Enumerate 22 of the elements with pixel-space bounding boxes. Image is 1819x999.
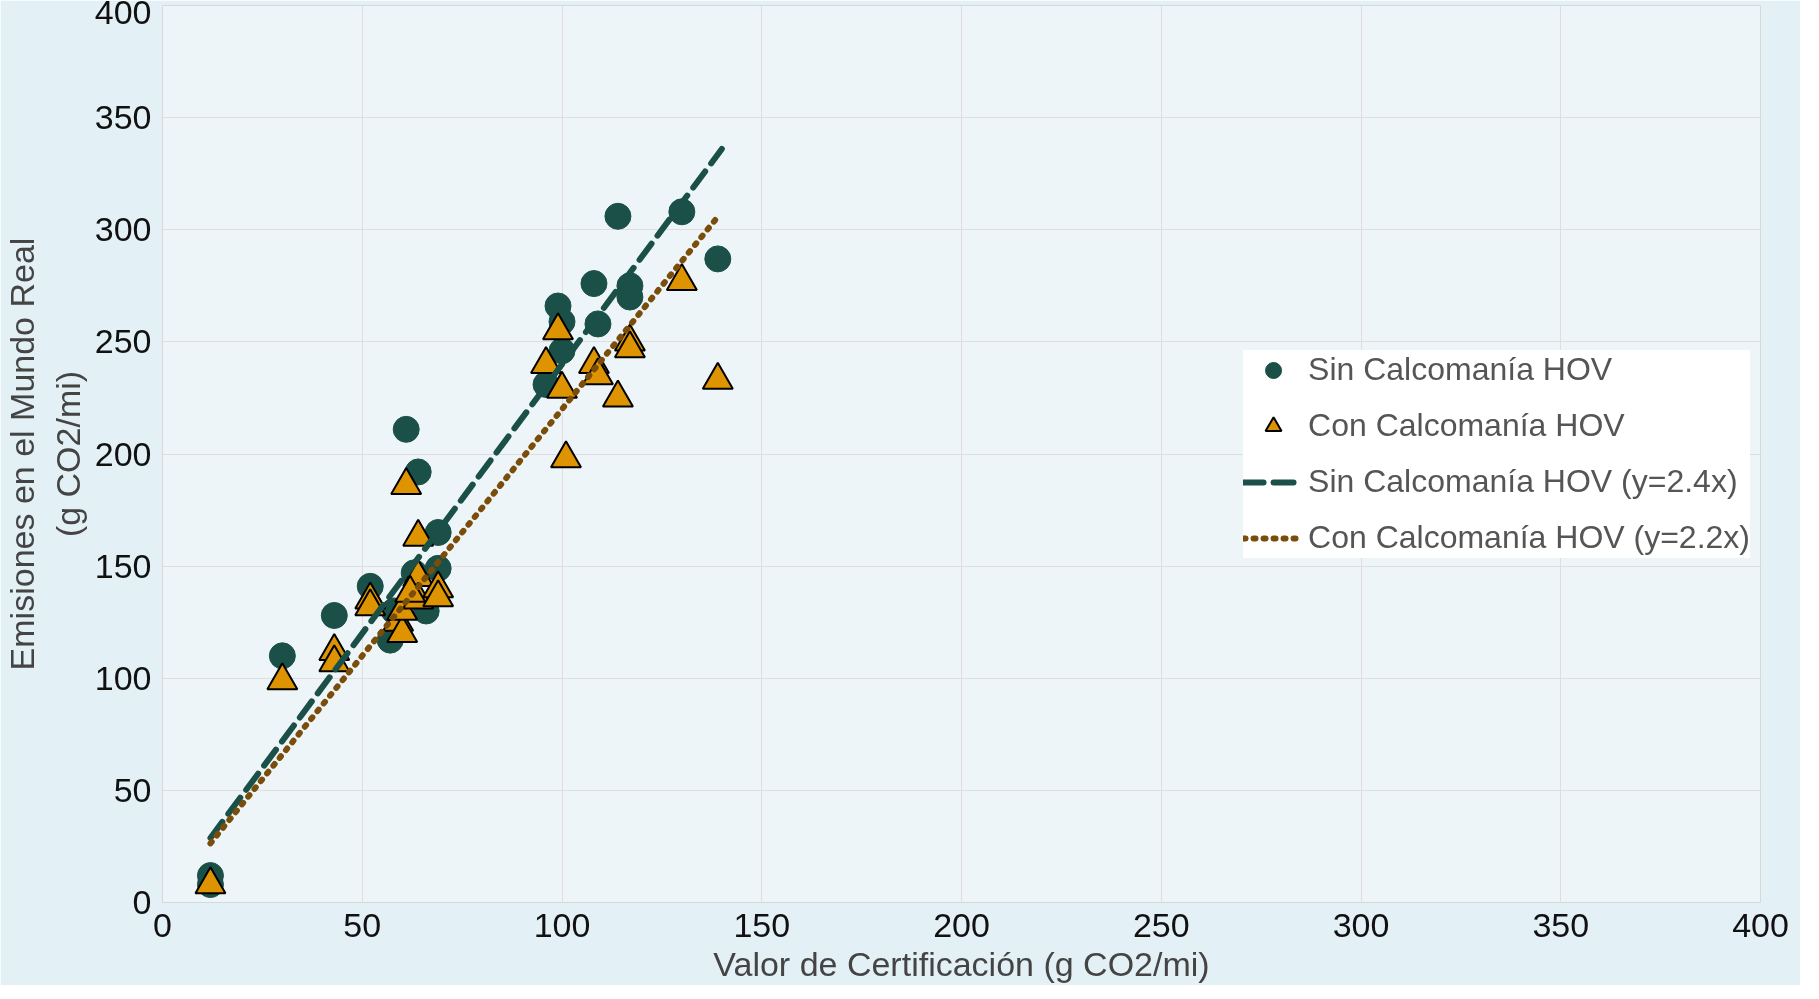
legend-label: Con Calcomanía HOV: [1308, 407, 1625, 444]
y-tick-label: 250: [94, 322, 152, 361]
y-tick-label: 350: [94, 98, 152, 137]
y-tick-label: 50: [113, 770, 152, 809]
x-axis-title: Valor de Certificación (g CO2/mi): [713, 944, 1210, 983]
y-tick-label: 400: [94, 0, 152, 31]
x-tick-label: 300: [1332, 905, 1390, 944]
legend-label: Sin Calcomanía HOV (y=2.4x): [1308, 463, 1738, 500]
y-tick-label: 300: [94, 210, 152, 249]
y-tick-label: 200: [94, 434, 152, 473]
legend-label: Con Calcomanía HOV (y=2.2x): [1308, 519, 1750, 556]
x-tick-label: 200: [933, 905, 990, 944]
x-tick-label: 50: [343, 905, 382, 944]
x-tick-label: 100: [533, 905, 591, 944]
y-tick-label: 150: [94, 546, 152, 585]
y-tick-label: 100: [94, 658, 152, 697]
x-tick-label: 350: [1532, 905, 1590, 944]
x-tick-label: 250: [1132, 905, 1190, 944]
legend-label: Sin Calcomanía HOV: [1308, 351, 1613, 388]
x-tick-label: 400: [1732, 905, 1789, 944]
y-axis-title: Emisiones en el Mundo Real (g CO2/mi): [3, 237, 87, 671]
x-tick-label: 150: [733, 905, 791, 944]
